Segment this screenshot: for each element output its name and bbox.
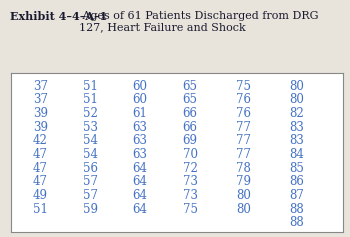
- Text: 75: 75: [236, 80, 251, 93]
- Text: 82: 82: [289, 107, 304, 120]
- Text: 88: 88: [289, 216, 304, 229]
- Text: 63: 63: [133, 121, 148, 134]
- Text: 57: 57: [83, 175, 98, 188]
- Text: 56: 56: [83, 162, 98, 175]
- Text: 51: 51: [83, 80, 98, 93]
- Text: 39: 39: [33, 107, 48, 120]
- Text: 84: 84: [289, 148, 304, 161]
- Text: 72: 72: [183, 162, 197, 175]
- Text: 75: 75: [183, 203, 197, 216]
- Text: Ages of 61 Patients Discharged from DRG
127, Heart Failure and Shock: Ages of 61 Patients Discharged from DRG …: [79, 11, 318, 32]
- Text: 73: 73: [183, 175, 197, 188]
- Text: 77: 77: [236, 121, 251, 134]
- Text: 76: 76: [236, 107, 251, 120]
- Text: 63: 63: [133, 134, 148, 147]
- Text: 51: 51: [33, 203, 48, 216]
- Text: 76: 76: [236, 93, 251, 106]
- Text: 80: 80: [236, 203, 251, 216]
- Text: 87: 87: [289, 189, 304, 202]
- Text: 73: 73: [183, 189, 197, 202]
- Text: 88: 88: [289, 203, 304, 216]
- Text: 59: 59: [83, 203, 98, 216]
- Text: 47: 47: [33, 162, 48, 175]
- Text: 80: 80: [289, 93, 304, 106]
- Text: 42: 42: [33, 134, 48, 147]
- Text: 64: 64: [133, 162, 148, 175]
- Text: 57: 57: [83, 189, 98, 202]
- Text: 47: 47: [33, 175, 48, 188]
- Text: 66: 66: [183, 121, 197, 134]
- Text: 80: 80: [289, 80, 304, 93]
- Text: 47: 47: [33, 148, 48, 161]
- Text: 80: 80: [236, 189, 251, 202]
- Text: 65: 65: [183, 93, 197, 106]
- Text: 77: 77: [236, 148, 251, 161]
- Text: 83: 83: [289, 121, 304, 134]
- Text: 60: 60: [133, 93, 148, 106]
- Text: 63: 63: [133, 148, 148, 161]
- Text: 49: 49: [33, 189, 48, 202]
- Text: 77: 77: [236, 134, 251, 147]
- Text: 37: 37: [33, 93, 48, 106]
- Text: 51: 51: [83, 93, 98, 106]
- Text: 60: 60: [133, 80, 148, 93]
- Text: 39: 39: [33, 121, 48, 134]
- Text: 65: 65: [183, 80, 197, 93]
- Text: 64: 64: [133, 189, 148, 202]
- Text: 83: 83: [289, 134, 304, 147]
- Text: 64: 64: [133, 203, 148, 216]
- Text: 86: 86: [289, 175, 304, 188]
- Text: 54: 54: [83, 134, 98, 147]
- Text: 37: 37: [33, 80, 48, 93]
- Text: 78: 78: [236, 162, 251, 175]
- Text: 52: 52: [83, 107, 98, 120]
- Text: 53: 53: [83, 121, 98, 134]
- Text: 64: 64: [133, 175, 148, 188]
- Text: Exhibit 4–4–A–1: Exhibit 4–4–A–1: [10, 11, 108, 22]
- Text: 66: 66: [183, 107, 197, 120]
- Text: 61: 61: [133, 107, 148, 120]
- Text: 85: 85: [289, 162, 304, 175]
- Text: 69: 69: [183, 134, 197, 147]
- Text: 54: 54: [83, 148, 98, 161]
- Text: 70: 70: [183, 148, 197, 161]
- Text: 79: 79: [236, 175, 251, 188]
